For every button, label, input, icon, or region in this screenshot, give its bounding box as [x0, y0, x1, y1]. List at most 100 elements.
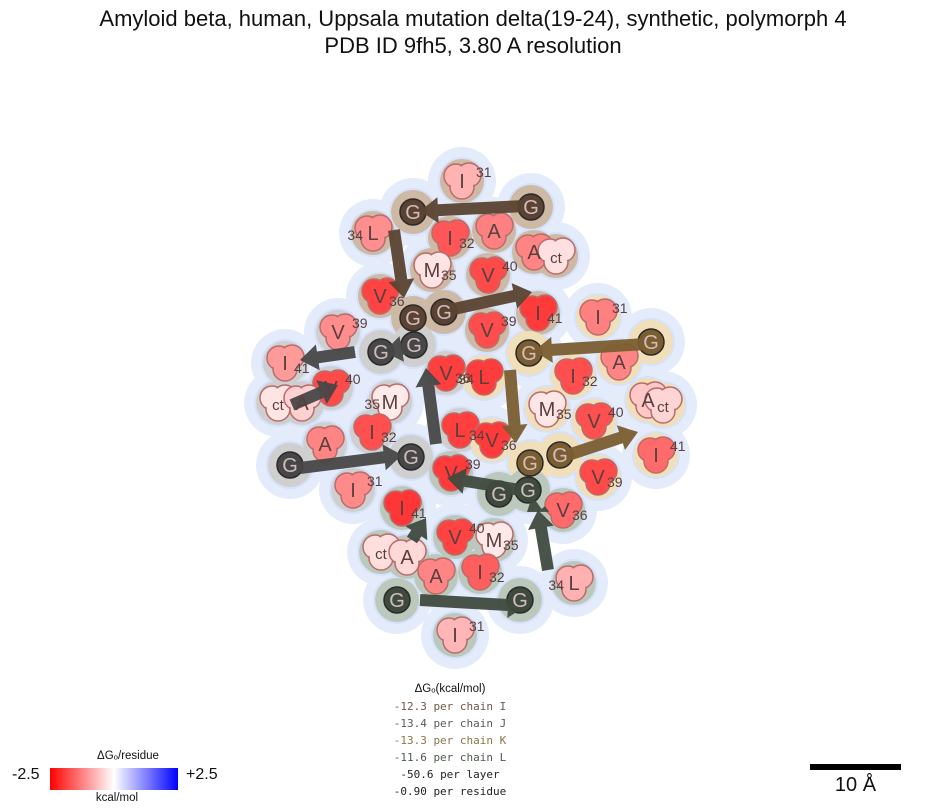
svg-text:G: G [405, 308, 421, 330]
residue-k-ct [644, 386, 683, 424]
svg-text:41: 41 [547, 310, 563, 326]
svg-text:39: 39 [465, 456, 481, 472]
svg-text:G: G [373, 342, 389, 364]
svg-text:A: A [527, 242, 541, 264]
residue-label-j-17: G [373, 342, 389, 364]
residue-j-i31 [334, 471, 373, 509]
delta-g-row-layer: -50.6 per layer [400, 768, 500, 781]
svg-text:A: A [400, 547, 414, 569]
svg-text:41: 41 [294, 360, 310, 376]
svg-text:39: 39 [501, 313, 517, 329]
residue-i-v40 [469, 256, 508, 294]
residue-label-k-33: L34 [458, 367, 489, 389]
svg-text:I: I [452, 625, 458, 647]
residue-k-i41 [637, 436, 676, 474]
svg-text:40: 40 [469, 520, 485, 536]
residue-k-l34 [465, 358, 504, 396]
svg-text:35: 35 [441, 267, 457, 283]
residue-label-k-44: V 39 [591, 467, 622, 490]
residue-label-j-15: V 39 [331, 315, 367, 344]
residue-i-v36 [361, 277, 400, 315]
svg-text:A: A [429, 566, 443, 588]
svg-text:L: L [568, 573, 579, 595]
svg-text:V: V [324, 378, 338, 400]
svg-text:31: 31 [367, 473, 383, 489]
svg-text:V: V [485, 430, 499, 452]
svg-text:39: 39 [607, 474, 623, 490]
residue-i-g [399, 198, 427, 226]
delta-g-row-chain-j: -13.4 per chain J [393, 717, 507, 730]
residue-label-i-0: I 31 [459, 164, 492, 193]
colorbar-max-label: +2.5 [186, 766, 218, 783]
svg-text:39: 39 [352, 315, 368, 331]
residue-label-l-59: I 31 [452, 618, 485, 647]
svg-text:G: G [389, 590, 405, 612]
residue-label-i-2: G [523, 197, 539, 219]
svg-text:G: G [436, 302, 452, 324]
residue-label-l-46: I 41 [399, 498, 427, 521]
residue-label-i-14: V 39 [480, 313, 516, 342]
residue-k-m35 [528, 390, 567, 428]
residue-label-k-35: A [612, 352, 626, 374]
residue-label-i-10: V 36 [373, 286, 404, 309]
svg-text:G: G [406, 335, 422, 357]
svg-text:34: 34 [458, 371, 474, 387]
svg-text:35: 35 [503, 537, 519, 553]
svg-text:M: M [486, 530, 503, 552]
svg-text:V: V [587, 411, 601, 433]
residue-label-l-53: V 36 [556, 500, 587, 523]
backbone-arrow-j-3 [384, 336, 419, 362]
svg-text:40: 40 [502, 258, 518, 274]
svg-text:32: 32 [489, 569, 505, 585]
residue-label-k-34: I 32 [570, 366, 598, 389]
svg-text:L: L [478, 367, 489, 389]
svg-text:I: I [399, 498, 405, 520]
residue-label-i-13: G [436, 302, 452, 324]
residue-label-j-19: V 40 [324, 371, 360, 400]
svg-text:I: I [447, 228, 453, 250]
svg-text:G: G [521, 343, 537, 365]
residue-l-l34 [555, 564, 594, 602]
residue-i-i32 [431, 219, 470, 257]
residue-k-g [546, 441, 574, 469]
svg-text:G: G [552, 445, 568, 467]
svg-text:M: M [539, 399, 556, 421]
delta-g-row-residue: -0.90 per residue [393, 785, 507, 798]
backbone-arrow-k-9 [501, 369, 528, 443]
residue-label-l-54: L34 [548, 573, 579, 595]
svg-text:34: 34 [469, 427, 485, 443]
backbone-arrow-l-14 [419, 592, 526, 618]
colorbar-unit: kcal/mol [95, 792, 139, 804]
residue-label-l-50: ct [375, 546, 388, 563]
svg-text:I: I [595, 307, 601, 329]
residue-l-i32 [461, 553, 500, 591]
residue-label-j-18: G [406, 335, 422, 357]
svg-text:G: G [523, 197, 539, 219]
residue-label-k-40: V 36 [485, 430, 516, 453]
backbone-arrow-j-5 [289, 380, 338, 411]
svg-text:G: G [643, 332, 659, 354]
svg-text:V: V [448, 527, 462, 549]
svg-text:31: 31 [469, 618, 485, 634]
residue-label-l-45: V 39 [444, 456, 480, 485]
scale-bar-label: 10 Å [834, 774, 877, 796]
svg-text:36: 36 [389, 293, 405, 309]
residue-j-v36 [427, 354, 466, 392]
svg-text:I: I [570, 366, 576, 388]
svg-text:G: G [405, 202, 421, 224]
svg-text:36: 36 [572, 507, 588, 523]
residue-label-k-37: ct [657, 399, 670, 416]
residue-i-v39 [468, 311, 507, 349]
residue-label-l-55: I 32 [477, 562, 505, 585]
residue-label-k-30: I 31 [595, 300, 628, 329]
residue-label-i-1: G [405, 202, 421, 224]
delta-g-row-chain-i: -12.3 per chain I [393, 700, 507, 713]
svg-text:V: V [481, 265, 495, 287]
residue-k-i31 [579, 298, 618, 336]
svg-text:ct: ct [550, 250, 563, 267]
residue-i-i41 [519, 294, 558, 332]
residue-label-j-23: V 36 [439, 363, 470, 386]
residue-j-i32 [353, 413, 392, 451]
